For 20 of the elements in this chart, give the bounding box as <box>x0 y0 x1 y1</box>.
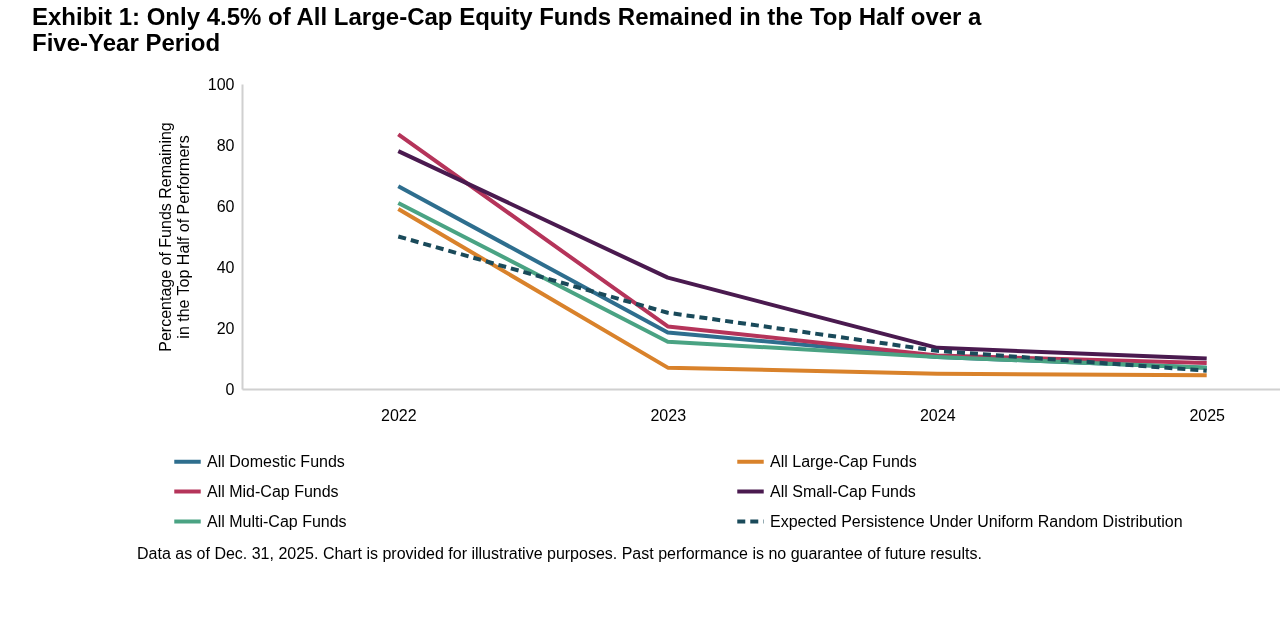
y-axis-title: Percentage of Funds Remaining in the Top Half of Performers <box>156 122 192 352</box>
y-tick-label: 100 <box>207 75 235 93</box>
y-tick-label: 20 <box>216 319 235 337</box>
text: Data as of Dec. 31, 2025. Chart is provided for illustrative purposes. Past performance is no guarantee of future results. <box>137 545 982 562</box>
y-tick-label: 60 <box>216 197 235 215</box>
y-tick-label: 0 <box>225 380 235 398</box>
legend-label: All Large-Cap Funds <box>770 452 917 470</box>
x-tick-label: 2023 <box>650 406 687 424</box>
legend-label: Expected Persistence Under Uniform Random Distribution <box>770 512 1183 530</box>
legend-label: All Multi-Cap Funds <box>207 512 347 530</box>
chart-title: Exhibit 1: Only 4.5% of All Large-Cap Equity Funds Remained in the Top Half over a Five-Year Period <box>32 3 983 56</box>
legend-label: All Small-Cap Funds <box>770 482 916 500</box>
legend-label: All Mid-Cap Funds <box>207 482 339 500</box>
line-series <box>396 234 1209 373</box>
x-tick-label: 2022 <box>381 406 417 424</box>
legend-label: All Domestic Funds <box>207 452 345 470</box>
x-tick-label: 2025 <box>1189 406 1226 424</box>
x-tick-label: 2024 <box>919 406 956 424</box>
y-tick-label: 40 <box>216 258 235 276</box>
y-tick-label: 80 <box>216 136 235 154</box>
